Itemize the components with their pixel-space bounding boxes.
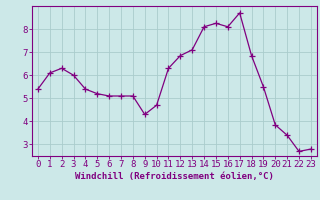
X-axis label: Windchill (Refroidissement éolien,°C): Windchill (Refroidissement éolien,°C)	[75, 172, 274, 181]
